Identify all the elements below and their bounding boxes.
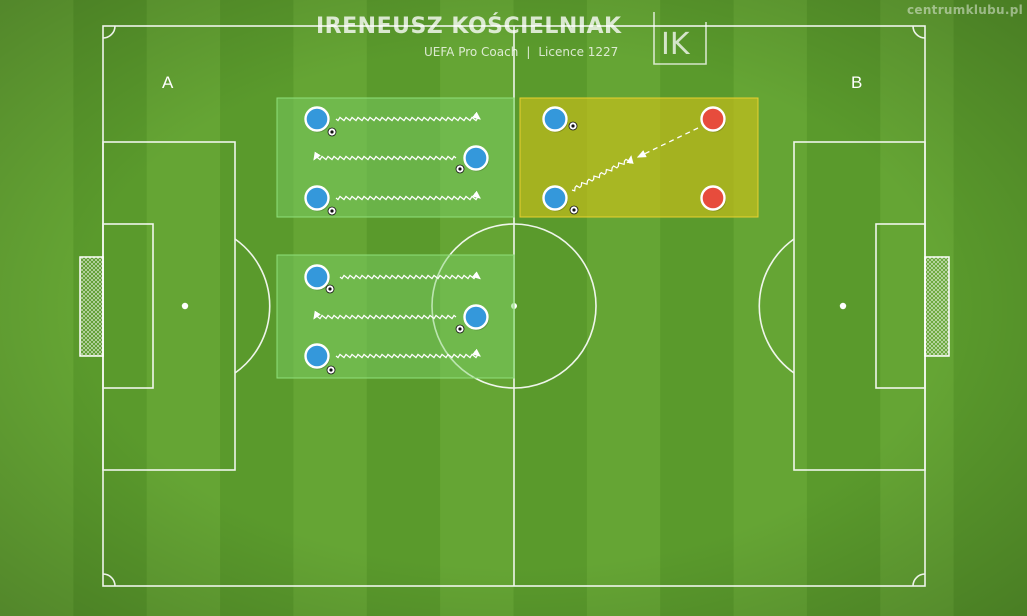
corner-arc-bottom-left bbox=[102, 573, 116, 587]
left-penalty-arc bbox=[234, 238, 271, 374]
label-side-a: A bbox=[162, 73, 174, 92]
pass-arrow bbox=[636, 127, 699, 158]
player-token bbox=[542, 106, 568, 132]
blue-player bbox=[455, 304, 489, 334]
left-goal-net bbox=[79, 256, 104, 357]
player-token bbox=[700, 106, 726, 132]
blue-player bbox=[455, 145, 489, 174]
blue-player bbox=[304, 106, 337, 137]
football-icon bbox=[327, 127, 337, 137]
blue-player bbox=[304, 264, 335, 294]
subtitle-separator: | bbox=[526, 45, 531, 59]
player-token bbox=[700, 185, 726, 211]
corner-arc-bottom-right bbox=[912, 573, 926, 587]
coach-title: UEFA Pro Coach bbox=[424, 45, 519, 59]
football-icon bbox=[326, 365, 336, 375]
label-side-b: B bbox=[851, 73, 863, 92]
football-icon bbox=[569, 205, 579, 215]
coach-subtitle: UEFA Pro Coach | Licence 1227 bbox=[424, 45, 618, 59]
svg-text:IK: IK bbox=[661, 27, 691, 62]
red-player bbox=[700, 106, 726, 133]
corner-arc-top-right bbox=[912, 25, 926, 39]
ik-logo-icon: IK bbox=[653, 12, 707, 65]
blue-player bbox=[542, 185, 579, 215]
player-token bbox=[463, 304, 489, 330]
dribble-arrow bbox=[335, 190, 481, 201]
blue-player bbox=[304, 185, 337, 216]
player-token bbox=[463, 145, 489, 171]
site-watermark: centrumklubu.pl bbox=[906, 3, 1023, 17]
dribble-arrow bbox=[313, 151, 457, 161]
football-icon bbox=[568, 121, 578, 131]
player-token bbox=[304, 185, 330, 211]
centre-circle bbox=[431, 223, 597, 389]
right-penalty-spot bbox=[839, 302, 847, 310]
coach-name: IRENEUSZ KOŚCIELNIAK bbox=[316, 14, 622, 39]
right-penalty-arc bbox=[758, 238, 795, 374]
player-token bbox=[304, 106, 330, 132]
dribble-arrow bbox=[571, 155, 634, 192]
football-icon bbox=[327, 206, 337, 216]
blue-player bbox=[304, 343, 336, 375]
red-player bbox=[700, 185, 726, 212]
dribble-arrow bbox=[335, 111, 481, 122]
dribble-arrow bbox=[335, 348, 481, 359]
player-token bbox=[542, 185, 568, 211]
dribble-arrow bbox=[339, 271, 481, 280]
player-token bbox=[304, 264, 330, 290]
coach-licence: Licence 1227 bbox=[538, 45, 619, 59]
players-layer bbox=[304, 106, 726, 375]
football-icon bbox=[455, 324, 465, 334]
blue-player bbox=[542, 106, 578, 133]
corner-arc-top-left bbox=[102, 25, 116, 39]
football-icon bbox=[325, 284, 335, 294]
right-goal-net bbox=[924, 256, 950, 357]
player-token bbox=[304, 343, 330, 369]
left-penalty-spot bbox=[181, 302, 189, 310]
dribble-arrow bbox=[313, 310, 457, 320]
football-icon bbox=[455, 164, 465, 174]
movement-arrows bbox=[313, 111, 699, 359]
